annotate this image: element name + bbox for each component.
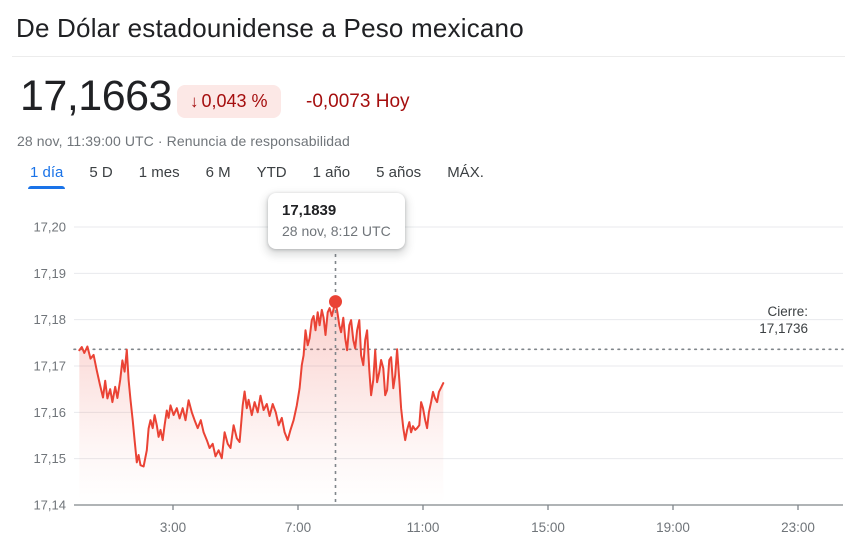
change-percent-badge: ↓ 0,043 % xyxy=(177,85,281,118)
x-axis-label: 3:00 xyxy=(160,520,186,535)
tab-1-ano[interactable]: 1 año xyxy=(312,164,351,181)
y-axis-label: 17,18 xyxy=(33,312,66,327)
current-price: 17,1663 xyxy=(20,72,172,120)
price-line xyxy=(78,300,445,468)
y-axis-label: 17,19 xyxy=(33,266,66,281)
tab-ytd[interactable]: YTD xyxy=(256,164,287,181)
tab-6m[interactable]: 6 M xyxy=(205,164,231,181)
tooltip-value: 17,1839 xyxy=(282,202,337,219)
tab-max[interactable]: MÁX. xyxy=(447,164,484,181)
page-title: De Dólar estadounidense a Peso mexicano xyxy=(16,13,524,43)
tooltip-time: 28 nov, 8:12 UTC xyxy=(282,223,391,239)
x-axis-label: 7:00 xyxy=(285,520,311,535)
down-arrow-icon: ↓ xyxy=(190,91,199,111)
quote-timestamp: 28 nov, 11:39:00 UTC xyxy=(17,133,154,149)
marker-dot xyxy=(329,295,342,309)
x-axis-label: 11:00 xyxy=(407,520,440,535)
meta-separator: · xyxy=(157,133,163,149)
tab-1-dia[interactable]: 1 día xyxy=(27,164,66,189)
change-absolute: -0,0073 Hoy xyxy=(306,91,410,112)
close-label-text: Cierre: xyxy=(767,304,808,319)
x-axis-label: 23:00 xyxy=(781,520,815,535)
y-axis-label: 17,14 xyxy=(33,498,66,513)
tab-5-anos[interactable]: 5 años xyxy=(376,164,422,181)
header-divider xyxy=(12,56,845,57)
x-axis-label: 19:00 xyxy=(656,520,690,535)
close-label-value: 17,1736 xyxy=(759,321,808,336)
tab-5d[interactable]: 5 D xyxy=(89,164,113,181)
y-axis-label: 17,16 xyxy=(33,405,66,420)
range-tab-bar: 1 día 5 D 1 mes 6 M YTD 1 año 5 años MÁX… xyxy=(27,164,484,189)
y-axis-label: 17,20 xyxy=(33,220,66,235)
y-axis-label: 17,15 xyxy=(33,451,66,466)
quote-meta: 28 nov, 11:39:00 UTC · Renuncia de respo… xyxy=(17,133,350,149)
disclaimer-link[interactable]: Renuncia de responsabilidad xyxy=(166,133,350,149)
x-axis-label: 15:00 xyxy=(531,520,565,535)
change-percent-value: 0,043 % xyxy=(201,91,268,111)
close-price-label: Cierre: 17,1736 xyxy=(716,303,808,337)
chart-tooltip: 17,1839 28 nov, 8:12 UTC xyxy=(268,193,405,249)
y-axis-label: 17,17 xyxy=(33,359,66,374)
tab-1-mes[interactable]: 1 mes xyxy=(138,164,180,181)
